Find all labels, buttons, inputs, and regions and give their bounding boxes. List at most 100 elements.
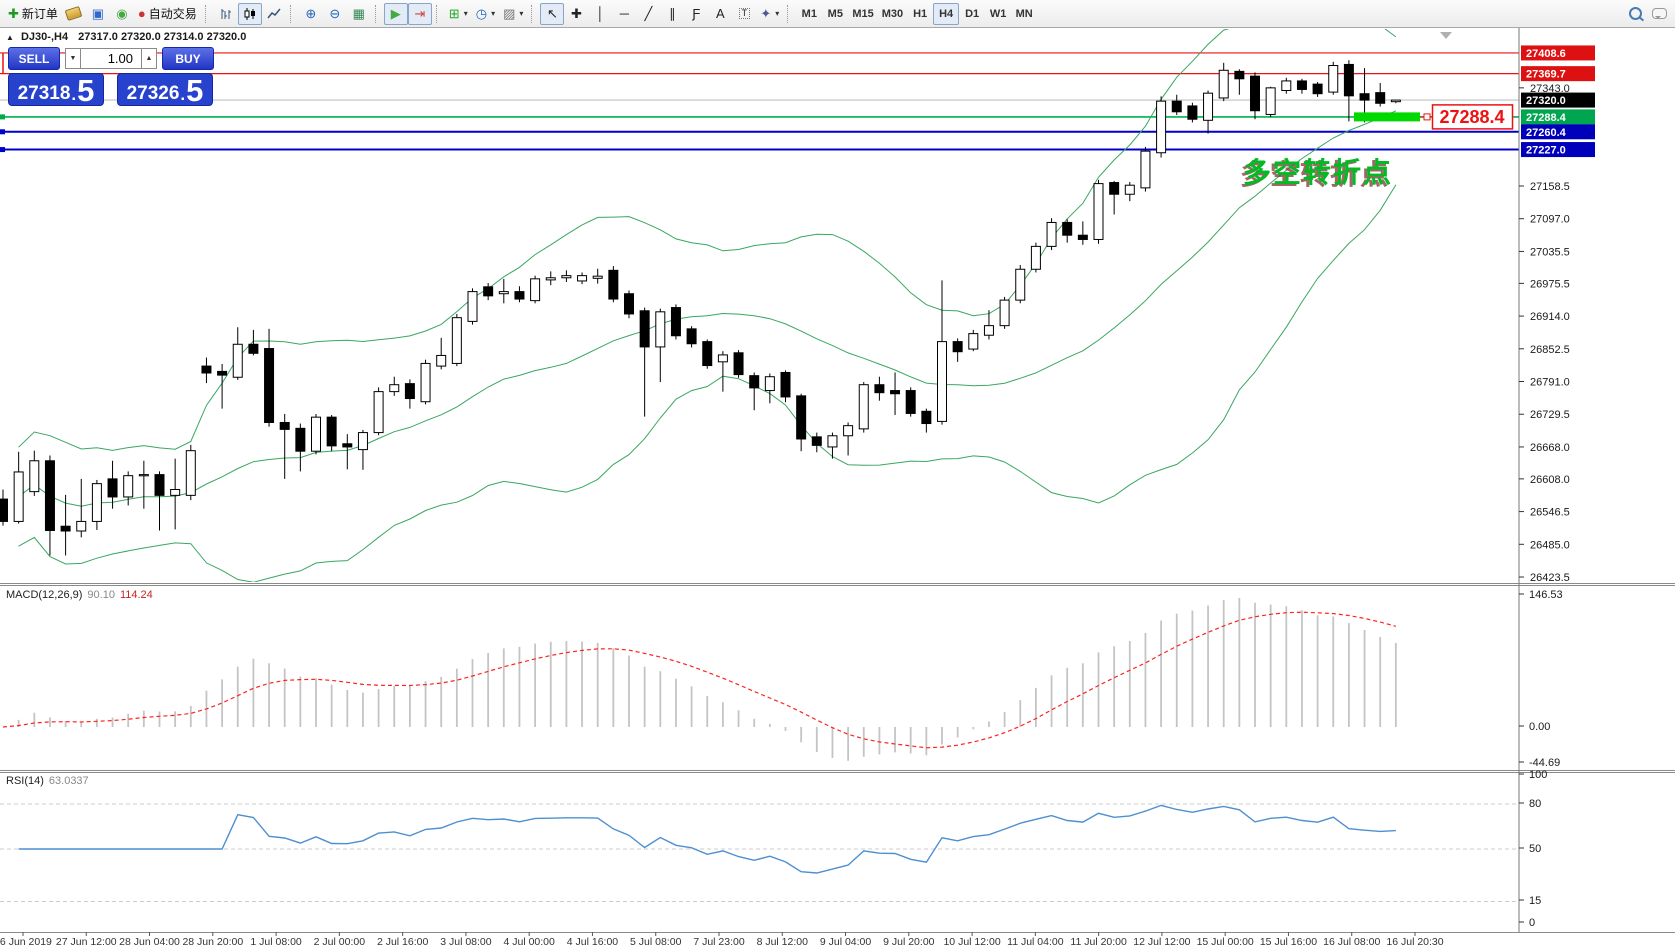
candle-body bbox=[29, 460, 40, 493]
candle-body bbox=[279, 421, 290, 430]
buy-button[interactable]: BUY bbox=[162, 47, 214, 70]
price-line-label: 27288.4 bbox=[1526, 112, 1567, 124]
callout-anchor bbox=[1423, 113, 1431, 121]
volume-decrease-button[interactable]: ▼ bbox=[65, 48, 81, 69]
pane-separator[interactable] bbox=[0, 772, 1675, 773]
toolbar-group-grip bbox=[289, 4, 295, 23]
sell-button[interactable]: SELL bbox=[8, 47, 60, 70]
timeframe-m1-button[interactable]: M1 bbox=[796, 3, 822, 25]
shapes-button-dropdown-icon[interactable]: ▾ bbox=[775, 9, 780, 18]
time-tick-label: 15 Jul 00:00 bbox=[1197, 936, 1254, 948]
price-tick-label: 26791.0 bbox=[1530, 377, 1570, 389]
line-chart-button[interactable] bbox=[262, 3, 286, 25]
auto-trading-button[interactable]: ● 自动交易 bbox=[134, 3, 201, 25]
candle-body bbox=[1265, 87, 1276, 115]
chart-window-icon[interactable]: ▣ bbox=[86, 3, 110, 25]
timeframe-m5-button[interactable]: M5 bbox=[822, 3, 848, 25]
line-handle[interactable] bbox=[0, 147, 5, 153]
fibonacci-button[interactable]: Ƒ bbox=[684, 3, 708, 25]
eraser-button[interactable] bbox=[62, 3, 86, 25]
templates-button-dropdown-icon[interactable]: ▾ bbox=[519, 9, 524, 18]
timeframe-w1-button[interactable]: W1 bbox=[985, 3, 1011, 25]
chat-icon[interactable] bbox=[1647, 3, 1671, 25]
periods-button[interactable]: ◷ ▾ bbox=[472, 3, 499, 25]
candle-body bbox=[717, 354, 728, 363]
horizontal-line-button[interactable]: ─ bbox=[612, 3, 636, 25]
chart-shift-marker-icon[interactable] bbox=[1440, 32, 1452, 39]
signal-icon[interactable]: ◉ bbox=[110, 3, 134, 25]
auto-trading-button-glyph: ● bbox=[137, 6, 146, 21]
text-label-button[interactable]: T bbox=[732, 3, 756, 25]
rsi-line bbox=[18, 804, 1396, 874]
candle-body bbox=[514, 291, 525, 300]
candle-body bbox=[483, 286, 494, 297]
candle-body bbox=[123, 475, 134, 498]
line-handle[interactable] bbox=[0, 114, 5, 120]
timeframe-d1-button[interactable]: D1 bbox=[959, 3, 985, 25]
crosshair-button-glyph: ✚ bbox=[570, 6, 582, 21]
price-line-label: 27260.4 bbox=[1526, 127, 1567, 139]
sell-price-display[interactable]: 27318 . 5 bbox=[8, 73, 104, 106]
time-tick-label: 3 Jul 08:00 bbox=[440, 936, 492, 948]
cursor-button[interactable]: ↖ bbox=[540, 2, 565, 25]
time-tick-label: 4 Jul 00:00 bbox=[503, 936, 555, 948]
periods-button-dropdown-icon[interactable]: ▾ bbox=[491, 9, 496, 18]
timeframe-mn-button[interactable]: MN bbox=[1011, 3, 1037, 25]
timeframe-h4-button[interactable]: H4 bbox=[933, 2, 960, 25]
candle-body bbox=[1077, 234, 1088, 240]
volume-input[interactable] bbox=[81, 48, 141, 69]
price-tick-label: 27097.0 bbox=[1530, 214, 1570, 226]
new-order-button[interactable]: ✚ 新订单 bbox=[4, 3, 62, 25]
candlestick-chart-button[interactable] bbox=[237, 2, 262, 25]
collapse-marker-icon[interactable]: ▲ bbox=[6, 33, 14, 42]
macd-axis-label: -44.69 bbox=[1529, 757, 1560, 769]
timeframe-m30-button[interactable]: M30 bbox=[878, 3, 907, 25]
buy-price-big: 5 bbox=[186, 72, 204, 108]
tile-windows-button[interactable]: ▦ bbox=[347, 3, 371, 25]
line-handle[interactable] bbox=[0, 129, 5, 135]
buy-price-display[interactable]: 27326 . 5 bbox=[117, 73, 213, 106]
vertical-line-button[interactable]: │ bbox=[588, 3, 612, 25]
shapes-button-glyph: ✦ bbox=[760, 6, 772, 21]
trendline-button[interactable]: ╱ bbox=[636, 3, 660, 25]
macd-axis-label: 146.53 bbox=[1529, 589, 1563, 601]
auto-scroll-button[interactable]: ▶ bbox=[383, 2, 408, 25]
candle-body bbox=[295, 427, 306, 452]
text-button[interactable]: A bbox=[708, 3, 732, 25]
price-line-label-box bbox=[1521, 45, 1595, 61]
price-line-label-box bbox=[1521, 124, 1595, 140]
zoom-in-button[interactable]: ⊕ bbox=[299, 3, 323, 25]
candle-body bbox=[1093, 183, 1104, 240]
templates-button[interactable]: ▨ ▾ bbox=[499, 3, 527, 25]
price-callout-box[interactable] bbox=[1431, 104, 1514, 130]
ohlc-values: 27317.0 27320.0 27314.0 27320.0 bbox=[78, 31, 247, 43]
timeframe-h1-button[interactable]: H1 bbox=[907, 3, 933, 25]
rsi-label: RSI(14) 63.0337 bbox=[6, 775, 89, 787]
candle-body bbox=[0, 498, 8, 522]
zoom-out-button[interactable]: ⊖ bbox=[323, 3, 347, 25]
chart-shift-button[interactable]: ⇥ bbox=[407, 2, 432, 25]
annotation-text[interactable]: 多空转折点 bbox=[1243, 156, 1393, 188]
annotation-shadow: 多空转折点 bbox=[1240, 158, 1390, 190]
pane-separator[interactable] bbox=[0, 770, 1675, 771]
price-tick-label: 26975.5 bbox=[1530, 278, 1570, 290]
channel-button[interactable]: ∥ bbox=[660, 3, 684, 25]
price-line-label: 27408.6 bbox=[1526, 48, 1566, 60]
indicators-button-dropdown-icon[interactable]: ▾ bbox=[463, 9, 468, 18]
volume-increase-button[interactable]: ▲ bbox=[141, 48, 157, 69]
toolbar-group-grip bbox=[531, 4, 536, 23]
pane-separator[interactable] bbox=[0, 585, 1675, 586]
bar-chart-button[interactable] bbox=[214, 3, 238, 25]
crosshair-button[interactable]: ✚ bbox=[564, 3, 588, 25]
search-icon[interactable] bbox=[1623, 3, 1647, 25]
timeframe-m15-button[interactable]: M15 bbox=[848, 3, 877, 25]
candle-body bbox=[1046, 221, 1057, 247]
pane-separator[interactable] bbox=[0, 932, 1675, 933]
pane-separator[interactable] bbox=[0, 583, 1675, 584]
indicators-button[interactable]: ⊞ ▾ bbox=[445, 3, 472, 25]
highlight-level-bar[interactable] bbox=[1354, 112, 1420, 122]
rsi-axis-label: 0 bbox=[1529, 917, 1535, 929]
shapes-button[interactable]: ✦ ▾ bbox=[756, 3, 783, 25]
candle-body bbox=[373, 391, 384, 434]
